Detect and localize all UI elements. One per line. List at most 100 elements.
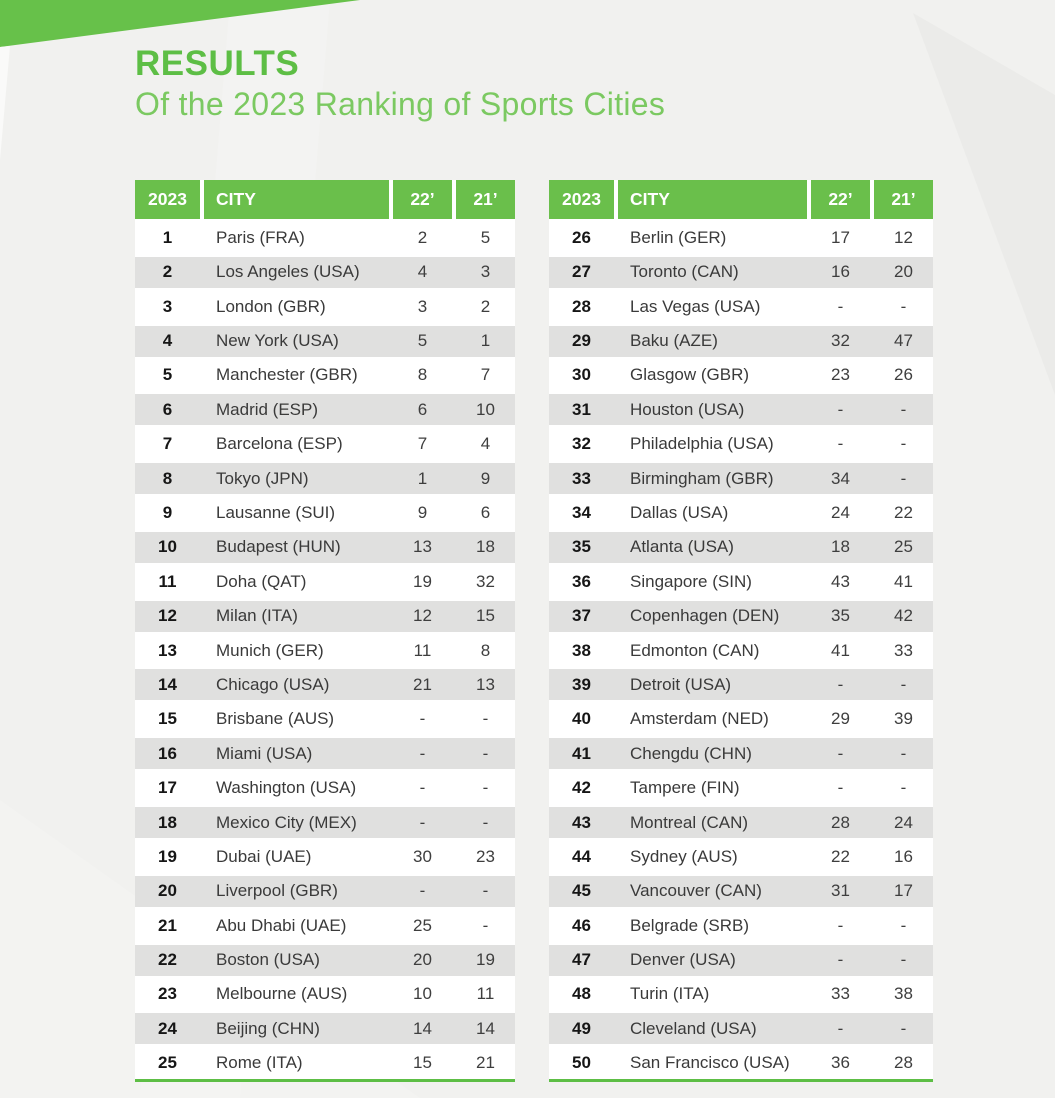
table-row: 1 Paris (FRA) 2 5 [135,222,515,254]
rank-22-cell: 15 [393,1047,452,1079]
rank-22-cell: 10 [393,978,452,1010]
rank-22-cell: 20 [393,944,452,976]
rank-22-cell: 25 [393,910,452,942]
city-cell: Paris (FRA) [204,222,389,254]
city-cell: Sydney (AUS) [618,841,807,873]
rank-21-cell: - [874,772,933,804]
city-cell: Barcelona (ESP) [204,428,389,460]
rank-22-cell: 29 [811,703,870,735]
city-cell: Chengdu (CHN) [618,738,807,770]
rank-21-cell: 21 [456,1047,515,1079]
rank-21-cell: 41 [874,566,933,598]
table-row: 9 Lausanne (SUI) 9 6 [135,497,515,529]
column-header-22: 22’ [811,180,870,219]
rank-cell: 42 [549,772,614,804]
rank-cell: 39 [549,669,614,701]
rank-22-cell: 4 [393,256,452,288]
table-row: 15 Brisbane (AUS) - - [135,703,515,735]
rank-cell: 17 [135,772,200,804]
rank-22-cell: 34 [811,463,870,495]
table-header-row: 2023 CITY 22’ 21’ [549,180,933,219]
rank-22-cell: 1 [393,463,452,495]
rank-cell: 28 [549,291,614,323]
table-row: 13 Munich (GER) 11 8 [135,635,515,667]
city-cell: Copenhagen (DEN) [618,600,807,632]
rank-cell: 11 [135,566,200,598]
table-row: 36 Singapore (SIN) 43 41 [549,566,933,598]
city-cell: Tampere (FIN) [618,772,807,804]
rank-22-cell: - [811,910,870,942]
city-cell: Mexico City (MEX) [204,807,389,839]
rank-21-cell: - [874,738,933,770]
rank-cell: 25 [135,1047,200,1079]
rank-21-cell: - [456,910,515,942]
rank-21-cell: - [456,703,515,735]
table-row: 34 Dallas (USA) 24 22 [549,497,933,529]
city-cell: Miami (USA) [204,738,389,770]
rank-cell: 27 [549,256,614,288]
rank-cell: 35 [549,531,614,563]
rank-21-cell: 32 [456,566,515,598]
table-row: 6 Madrid (ESP) 6 10 [135,394,515,426]
city-cell: Edmonton (CAN) [618,635,807,667]
rank-22-cell: - [811,428,870,460]
rank-21-cell: 15 [456,600,515,632]
rank-21-cell: 47 [874,325,933,357]
table-row: 25 Rome (ITA) 15 21 [135,1047,515,1079]
rank-cell: 23 [135,978,200,1010]
rank-21-cell: 26 [874,359,933,391]
rank-21-cell: 13 [456,669,515,701]
city-cell: Glasgow (GBR) [618,359,807,391]
rank-21-cell: 10 [456,394,515,426]
table-row: 50 San Francisco (USA) 36 28 [549,1047,933,1079]
rank-21-cell: - [456,738,515,770]
rank-22-cell: 33 [811,978,870,1010]
rank-21-cell: 20 [874,256,933,288]
rank-21-cell: - [874,910,933,942]
table-row: 8 Tokyo (JPN) 1 9 [135,463,515,495]
rank-cell: 14 [135,669,200,701]
rank-22-cell: - [811,944,870,976]
rank-cell: 24 [135,1013,200,1045]
column-header-2023: 2023 [549,180,614,219]
rank-cell: 18 [135,807,200,839]
rank-22-cell: 41 [811,635,870,667]
rank-cell: 20 [135,875,200,907]
rank-22-cell: 2 [393,222,452,254]
table-row: 44 Sydney (AUS) 22 16 [549,841,933,873]
column-header-2023: 2023 [135,180,200,219]
table-row: 42 Tampere (FIN) - - [549,772,933,804]
city-cell: Birmingham (GBR) [618,463,807,495]
table-row: 38 Edmonton (CAN) 41 33 [549,635,933,667]
city-cell: Cleveland (USA) [618,1013,807,1045]
ranking-table-left: 2023 CITY 22’ 21’ 1 Paris (FRA) 2 5 2 Los Ang… [135,180,515,1082]
rank-cell: 43 [549,807,614,839]
rank-21-cell: 17 [874,875,933,907]
rank-22-cell: - [811,772,870,804]
rank-cell: 4 [135,325,200,357]
rank-22-cell: 8 [393,359,452,391]
table-row: 30 Glasgow (GBR) 23 26 [549,359,933,391]
table-row: 22 Boston (USA) 20 19 [135,944,515,976]
rank-21-cell: 7 [456,359,515,391]
city-cell: Chicago (USA) [204,669,389,701]
rank-cell: 21 [135,910,200,942]
rank-cell: 34 [549,497,614,529]
city-cell: Los Angeles (USA) [204,256,389,288]
rank-22-cell: 22 [811,841,870,873]
city-cell: Madrid (ESP) [204,394,389,426]
city-cell: San Francisco (USA) [618,1047,807,1079]
city-cell: Lausanne (SUI) [204,497,389,529]
rank-21-cell: 9 [456,463,515,495]
rank-cell: 5 [135,359,200,391]
rank-22-cell: - [811,1013,870,1045]
rank-cell: 44 [549,841,614,873]
rank-21-cell: 24 [874,807,933,839]
table-body: 26 Berlin (GER) 17 12 27 Toronto (CAN) 16 20 28 L… [549,222,933,1079]
rank-cell: 6 [135,394,200,426]
table-row: 31 Houston (USA) - - [549,394,933,426]
rank-21-cell: 4 [456,428,515,460]
column-header-21: 21’ [456,180,515,219]
rank-21-cell: 28 [874,1047,933,1079]
rank-cell: 38 [549,635,614,667]
